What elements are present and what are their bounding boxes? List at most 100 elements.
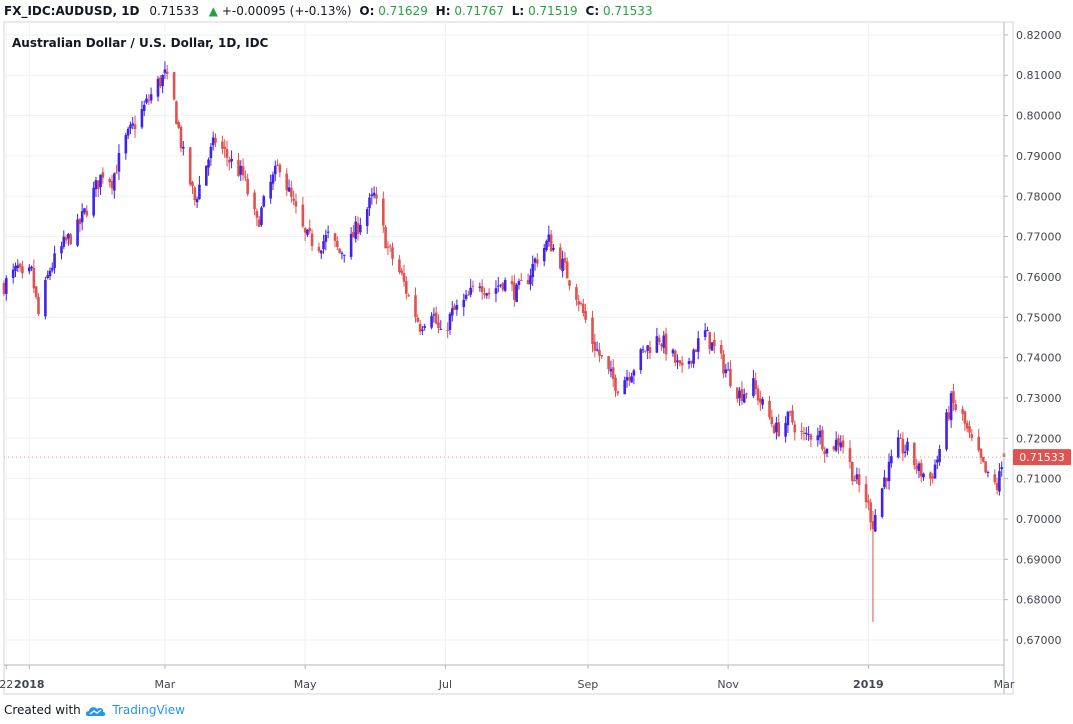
symbol-label[interactable]: FX_IDC:AUDUSD, 1D [4,4,140,18]
candle-body [303,228,307,233]
y-tick-label: 0.73000 [1016,392,1062,405]
candle-body [917,463,921,471]
candle-body [519,280,523,282]
candle-body [738,390,741,399]
candle-body [494,288,498,294]
candle-body [931,476,935,479]
candle-body [142,104,146,111]
x-tick-label: Mar [994,678,1015,691]
candle-body [165,71,169,74]
candle-body [582,304,585,313]
candle-body [225,149,229,158]
candle-body [83,208,86,213]
candle-body [469,287,472,295]
candle-body [945,412,948,450]
candle-body [740,389,744,401]
candle-body [970,434,974,438]
candle-body [273,165,277,175]
candle-body [211,137,215,146]
candle-body [50,267,54,271]
candle-body [657,337,661,343]
candle-body [349,233,353,257]
candle-body [821,429,824,450]
candle-body [101,172,105,178]
candle-body [906,441,909,451]
candle-body [864,484,868,503]
candle-body [867,500,870,503]
candle-body [807,433,810,435]
candle-body [632,370,636,376]
y-tick-label: 0.72000 [1016,432,1062,445]
candle-body [414,295,417,318]
candle-body [995,482,999,490]
candle-body [386,246,390,248]
y-tick-label: 0.79000 [1016,150,1062,163]
created-with-text: Created with [4,703,81,717]
candle-body [76,219,79,246]
candle-body [421,329,424,331]
candle-body [703,330,707,338]
candle-body [579,302,583,304]
candle-body [271,174,275,184]
y-tick-label: 0.78000 [1016,190,1062,203]
candle-body [816,435,820,441]
candle-body [255,211,259,218]
candle-body [984,461,987,473]
candle-body [788,411,792,413]
y-tick-label: 0.82000 [1016,29,1062,42]
candle-body [16,265,20,268]
candle-body [533,258,537,263]
candle-body [855,474,859,480]
candle-body [913,442,916,466]
candle-body [257,219,261,227]
candle-body [922,473,925,478]
candle-body [563,257,567,263]
candle-body [614,377,617,391]
candle-body [129,124,132,129]
candle-body [204,165,208,186]
candle-body [809,434,813,440]
candle-body [2,282,6,295]
candle-body [188,147,192,185]
y-tick-label: 0.69000 [1016,553,1062,566]
candle-body [759,398,762,403]
x-tick-label: May [294,678,317,691]
candle-body [172,72,176,100]
candle-body [368,197,371,209]
price-change: +-0.00095 (+-0.13%) [221,4,352,18]
candle-body [857,474,861,486]
candle-body [352,231,355,238]
candle-body [952,391,955,404]
last-price: 0.71533 [149,4,199,18]
candle-body [239,165,243,175]
x-tick-label: 22 [0,678,13,691]
candle-body [692,349,695,364]
candle-body [131,123,135,126]
candle-body [246,178,249,195]
x-tick-label: Jul [438,678,452,691]
candle-body [80,211,84,223]
candle-body [968,426,971,433]
candle-body [871,521,875,530]
candle-body [565,261,569,279]
candle-body [623,380,626,395]
candle-body [853,479,856,482]
candle-body [503,279,507,291]
candle-body [92,187,95,216]
candle-body [648,347,652,354]
candle-body [126,128,130,136]
tradingview-link[interactable]: TradingView [112,703,185,717]
candle-body [837,438,840,446]
candle-body [982,457,985,462]
candle-body [117,153,121,172]
candle-body [467,294,470,296]
high-label: H: [435,4,451,18]
y-tick-label: 0.67000 [1016,634,1062,647]
candle-body [756,388,760,401]
candle-body [478,286,482,288]
candle-body [193,187,197,201]
candle-body [696,338,700,352]
tradingview-cloud-icon [85,706,105,716]
candle-body [834,439,838,451]
